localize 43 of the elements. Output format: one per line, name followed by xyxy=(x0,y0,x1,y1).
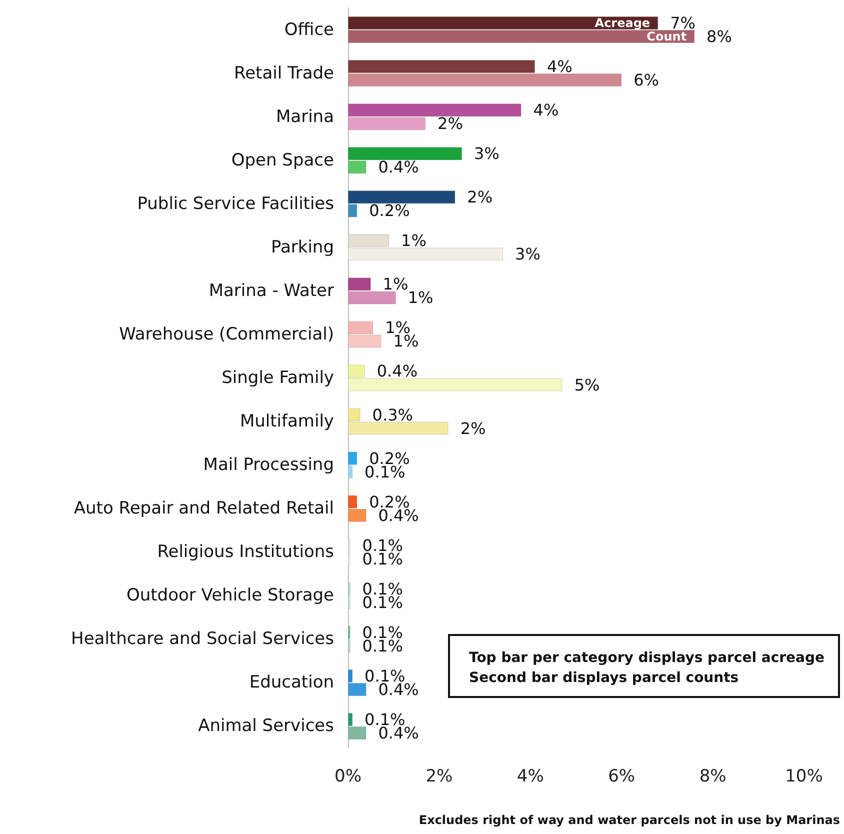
data-label: 2% xyxy=(438,114,463,134)
y-tick-label: Warehouse (Commercial) xyxy=(119,324,334,344)
y-tick-label: Auto Repair and Related Retail xyxy=(74,498,334,519)
y-tick-label: Healthcare and Social Services xyxy=(71,629,334,650)
y-tick-label: Mail Processing xyxy=(203,455,334,476)
series-label: Acreage xyxy=(594,16,650,30)
y-tick-label: Outdoor Vehicle Storage xyxy=(126,586,334,606)
x-tick-label: 0% xyxy=(334,766,362,786)
data-label: 5% xyxy=(574,375,600,394)
text: Excludes right of way and water parcels not in use by Marinas xyxy=(418,813,840,827)
y-tick-label: Animal Services xyxy=(198,716,334,736)
y-tick-label: Marina xyxy=(276,106,334,127)
y-tick-label: Public Service Facilities xyxy=(137,194,334,214)
annotation: Top bar per category displays parcel acreage Second bar displays parcel counts xyxy=(469,650,824,686)
data-label: 2% xyxy=(460,418,486,438)
y-tick-label: Office xyxy=(284,20,334,40)
x-tick-label: 6% xyxy=(608,766,636,786)
x-tick-label: 8% xyxy=(699,766,726,786)
data-label: 1% xyxy=(401,231,426,250)
data-label: 0.2% xyxy=(369,201,410,220)
x-tick-label: 4% xyxy=(516,766,544,786)
data-label: 3% xyxy=(474,144,500,164)
y-tick-label: Open Space xyxy=(231,150,334,170)
data-label: 8% xyxy=(706,27,732,46)
data-label: 1% xyxy=(408,288,434,308)
data-label: 1% xyxy=(382,274,408,294)
y-tick-label: Multifamily xyxy=(240,412,334,432)
y-tick-label: Education xyxy=(249,672,334,693)
data-label: 0.4% xyxy=(378,158,419,177)
data-label: 0.3% xyxy=(372,405,413,424)
y-tick-label: Retail Trade xyxy=(234,63,334,84)
x-tick-label: 2% xyxy=(426,766,453,786)
data-label: 3% xyxy=(515,244,540,264)
y-tick-label: Single Family xyxy=(222,368,334,388)
data-label: 6% xyxy=(634,70,659,90)
y-tick-label: Parking xyxy=(270,237,334,258)
y-tick-label: Religious Institutions xyxy=(157,542,334,562)
data-label: 0.4% xyxy=(376,362,418,381)
data-label: 4% xyxy=(546,57,572,76)
data-label: 4% xyxy=(533,100,559,120)
data-label: 2% xyxy=(467,188,493,207)
y-tick-label: Marina - Water xyxy=(208,280,334,301)
x-tick-label: 10% xyxy=(785,766,823,786)
